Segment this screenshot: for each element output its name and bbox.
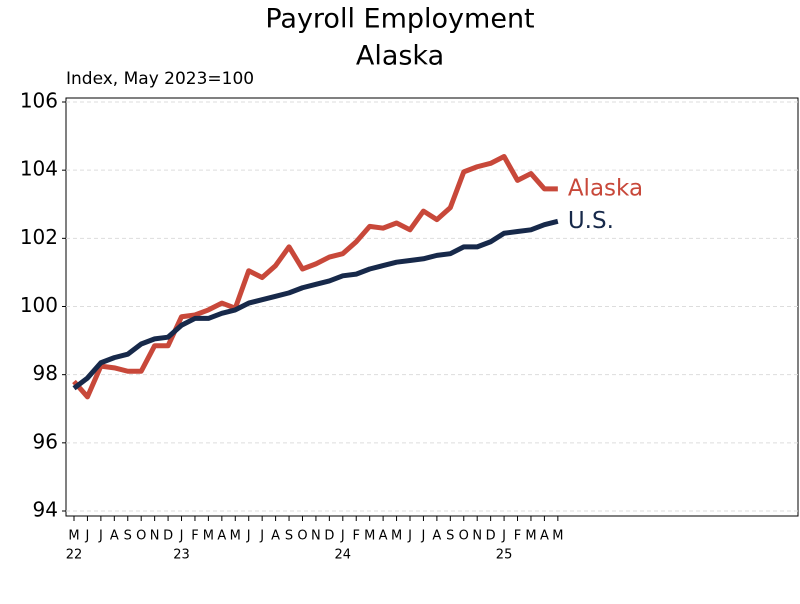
x-tick-label: D bbox=[324, 529, 334, 544]
year-label: 24 bbox=[335, 548, 352, 563]
x-tick-label: F bbox=[352, 529, 359, 544]
y-tick-label: 104 bbox=[20, 157, 58, 181]
y-tick-label: 106 bbox=[20, 89, 58, 113]
x-tick-label: O bbox=[136, 529, 146, 544]
year-label: 22 bbox=[66, 548, 83, 563]
series-label: U.S. bbox=[568, 208, 614, 234]
x-tick-label: D bbox=[163, 529, 173, 544]
x-tick-label: J bbox=[246, 529, 251, 544]
x-tick-label: S bbox=[285, 529, 293, 544]
x-tick-label: O bbox=[459, 529, 469, 544]
x-tick-label: J bbox=[421, 529, 426, 544]
x-tick-label: A bbox=[271, 529, 280, 544]
x-tick-label: F bbox=[191, 529, 198, 544]
x-tick-label: F bbox=[514, 529, 521, 544]
x-tick-label: M bbox=[230, 529, 241, 544]
x-tick-label: S bbox=[446, 529, 454, 544]
x-tick-label: M bbox=[203, 529, 214, 544]
x-tick-label: J bbox=[98, 529, 103, 544]
x-tick-label: M bbox=[525, 529, 536, 544]
x-tick-label: A bbox=[217, 529, 226, 544]
y-tick-label: 98 bbox=[33, 361, 58, 385]
x-tick-label: S bbox=[124, 529, 132, 544]
x-tick-label: J bbox=[259, 529, 264, 544]
x-tick-label: O bbox=[297, 529, 307, 544]
x-tick-label: N bbox=[472, 529, 482, 544]
x-tick-label: M bbox=[68, 529, 79, 544]
x-tick-label: A bbox=[110, 529, 119, 544]
x-tick-label: N bbox=[311, 529, 321, 544]
y-axis-label: Index, May 2023=100 bbox=[66, 69, 254, 89]
x-tick-label: J bbox=[501, 529, 506, 544]
year-label: 25 bbox=[496, 548, 513, 563]
x-tick-label: D bbox=[486, 529, 496, 544]
series-line bbox=[72, 154, 558, 400]
y-tick-label: 96 bbox=[33, 429, 58, 453]
chart-title: Payroll Employment bbox=[265, 4, 534, 35]
y-tick-label: 94 bbox=[33, 498, 58, 522]
y-tick-label: 100 bbox=[20, 293, 58, 317]
x-tick-label: M bbox=[391, 529, 402, 544]
year-label: 23 bbox=[173, 548, 190, 563]
x-tick-label: A bbox=[432, 529, 441, 544]
series-line bbox=[72, 218, 559, 391]
y-tick-label: 102 bbox=[20, 225, 58, 249]
x-tick-label: A bbox=[379, 529, 388, 544]
x-tick-label: J bbox=[340, 529, 345, 544]
x-tick-label: A bbox=[540, 529, 549, 544]
x-tick-label: M bbox=[364, 529, 375, 544]
series-label: Alaska bbox=[568, 175, 643, 201]
x-tick-label: M bbox=[552, 529, 563, 544]
x-tick-label: J bbox=[85, 529, 90, 544]
chart-subtitle: Alaska bbox=[356, 41, 444, 72]
x-tick-label: J bbox=[179, 529, 184, 544]
x-tick-label: J bbox=[407, 529, 412, 544]
x-tick-label: N bbox=[150, 529, 160, 544]
